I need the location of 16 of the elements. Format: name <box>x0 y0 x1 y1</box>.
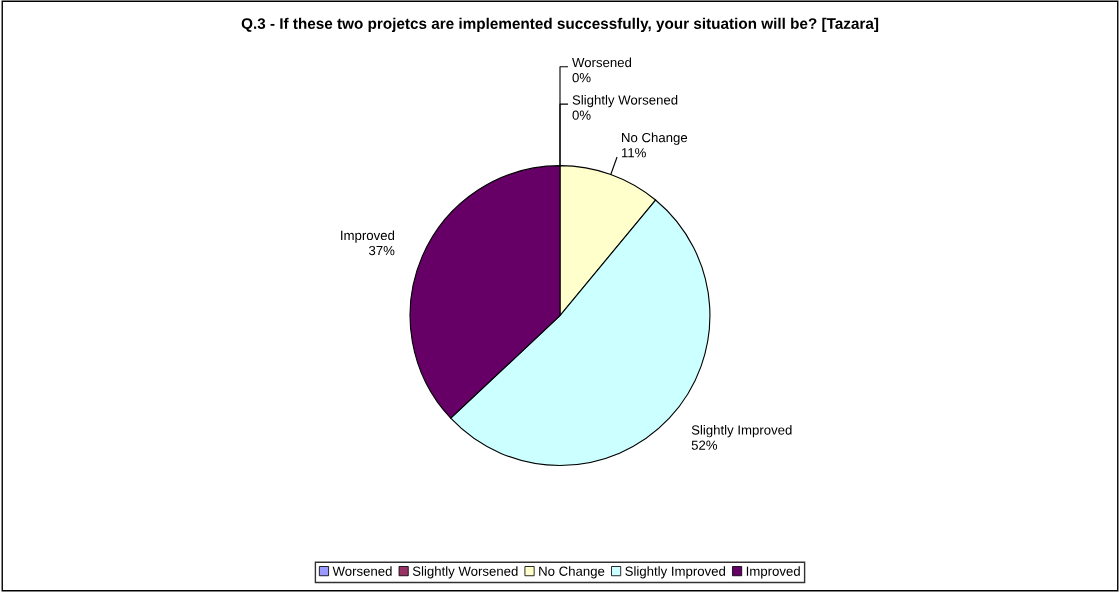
data-label: 37% <box>368 245 395 256</box>
legend-label: No Change <box>539 566 605 579</box>
legend-label: Worsened <box>332 566 392 576</box>
text: 0% <box>572 110 591 120</box>
legend-label: Slightly Improved <box>625 566 726 579</box>
category-label: Slightly Worsened <box>572 94 678 108</box>
chart-title: Q.3 - If these two projetcs are implemented successfully, your situation will be? [Tazara] <box>241 17 879 32</box>
slice-label: Improved <box>341 230 395 243</box>
data-label: 52% <box>691 440 718 450</box>
slice-label: Slightly Improved <box>691 424 792 438</box>
text: 0% <box>572 72 591 83</box>
legend-label: Improved <box>746 566 800 579</box>
category-label: Worsened <box>572 57 632 68</box>
slice-label: No Change <box>622 132 688 145</box>
legend-label: Slightly Worsened <box>412 566 518 579</box>
data-label: 11% <box>621 148 646 158</box>
